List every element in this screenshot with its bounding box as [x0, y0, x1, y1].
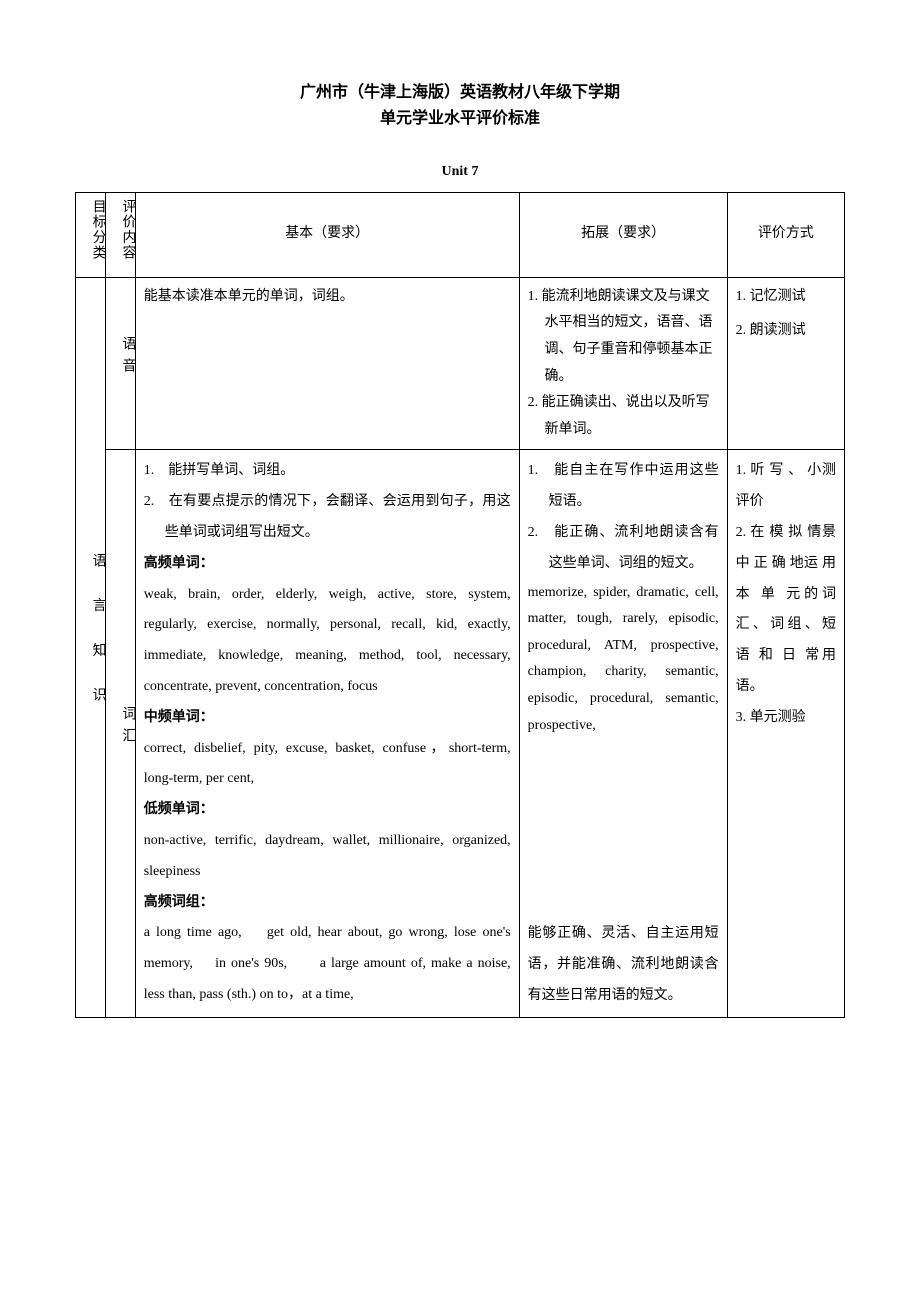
phonetics-eval-2: 2. 朗读测试	[736, 318, 836, 345]
title-line-1: 广州市（牛津上海版）英语教材八年级下学期	[75, 80, 845, 106]
vocab-ext-para2: 能够正确、灵活、自主运用短语，并能准确、流利地朗读含有这些日常用语的短文。	[528, 919, 719, 1011]
unit-label: Unit 7	[75, 161, 845, 183]
phonetics-ext-1: 1. 能流利地朗读课文及与课文水平相当的短文，语音、语调、句子重音和停顿基本正确…	[528, 284, 719, 390]
phonetics-ext-2: 2. 能正确读出、说出以及听写新单词。	[528, 390, 719, 443]
vocab-eval-2: 2. 在 模 拟 情景 中 正 确 地运 用 本 单 元的词汇、词组、短 语 和…	[736, 518, 836, 703]
row-phonetics: 语言知识 语音 能基本读准本单元的单词，词组。 1. 能流利地朗读课文及与课文水…	[76, 277, 845, 450]
category-lang-knowledge: 语言知识	[76, 277, 106, 1018]
vocab-lf-words: non-active, terrific, daydream, wallet, …	[144, 826, 511, 888]
header-extension: 拓展（要求）	[519, 192, 727, 277]
vocab-basic-li2: 2. 在有要点提示的情况下，会翻译、会运用到句子，用这些单词或词组写出短文。	[144, 487, 511, 549]
vocab-eval-1: 1. 听 写 、 小测评价	[736, 456, 836, 518]
subcat-phonetics: 语音	[105, 277, 135, 450]
vocab-hfp-words: a long time ago, get old, hear about, go…	[144, 918, 511, 1010]
vocab-ext-li1: 1. 能自主在写作中运用这些短语。	[528, 456, 719, 518]
vocab-mf-label: 中频单词：	[144, 703, 511, 734]
header-category: 目标分类	[76, 192, 106, 277]
vocab-ext-li2: 2. 能正确、流利地朗读含有这些单词、词组的短文。	[528, 518, 719, 580]
vocab-eval: 1. 听 写 、 小测评价 2. 在 模 拟 情景 中 正 确 地运 用 本 单…	[727, 450, 844, 1018]
row-vocab: 词汇 1. 能拼写单词、词组。 2. 在有要点提示的情况下，会翻译、会运用到句子…	[76, 450, 845, 1018]
vocab-hf-label: 高频单词：	[144, 549, 511, 580]
phonetics-eval-1: 1. 记忆测试	[736, 284, 836, 311]
vocab-eval-3: 3. 单元测验	[736, 703, 836, 734]
phonetics-extension: 1. 能流利地朗读课文及与课文水平相当的短文，语音、语调、句子重音和停顿基本正确…	[519, 277, 727, 450]
vocab-lf-label: 低频单词：	[144, 795, 511, 826]
document-title-block: 广州市（牛津上海版）英语教材八年级下学期 单元学业水平评价标准	[75, 80, 845, 131]
header-eval: 评价方式	[727, 192, 844, 277]
evaluation-table: 目标分类 评价内容 基本（要求） 拓展（要求） 评价方式 语言知识 语音 能基本…	[75, 192, 845, 1019]
vocab-hf-words: weak, brain, order, elderly, weigh, acti…	[144, 580, 511, 703]
vocab-mf-words: correct, disbelief, pity, excuse, basket…	[144, 734, 511, 796]
vocab-ext-words: memorize, spider, dramatic, cell, matter…	[528, 580, 719, 740]
phonetics-basic: 能基本读准本单元的单词，词组。	[135, 277, 519, 450]
vocab-basic: 1. 能拼写单词、词组。 2. 在有要点提示的情况下，会翻译、会运用到句子，用这…	[135, 450, 519, 1018]
vocab-extension: 1. 能自主在写作中运用这些短语。 2. 能正确、流利地朗读含有这些单词、词组的…	[519, 450, 727, 1018]
vocab-basic-li1: 1. 能拼写单词、词组。	[144, 456, 511, 487]
table-header-row: 目标分类 评价内容 基本（要求） 拓展（要求） 评价方式	[76, 192, 845, 277]
header-basic: 基本（要求）	[135, 192, 519, 277]
phonetics-eval: 1. 记忆测试 2. 朗读测试	[727, 277, 844, 450]
title-line-2: 单元学业水平评价标准	[75, 106, 845, 132]
vocab-hfp-label: 高频词组：	[144, 888, 511, 919]
